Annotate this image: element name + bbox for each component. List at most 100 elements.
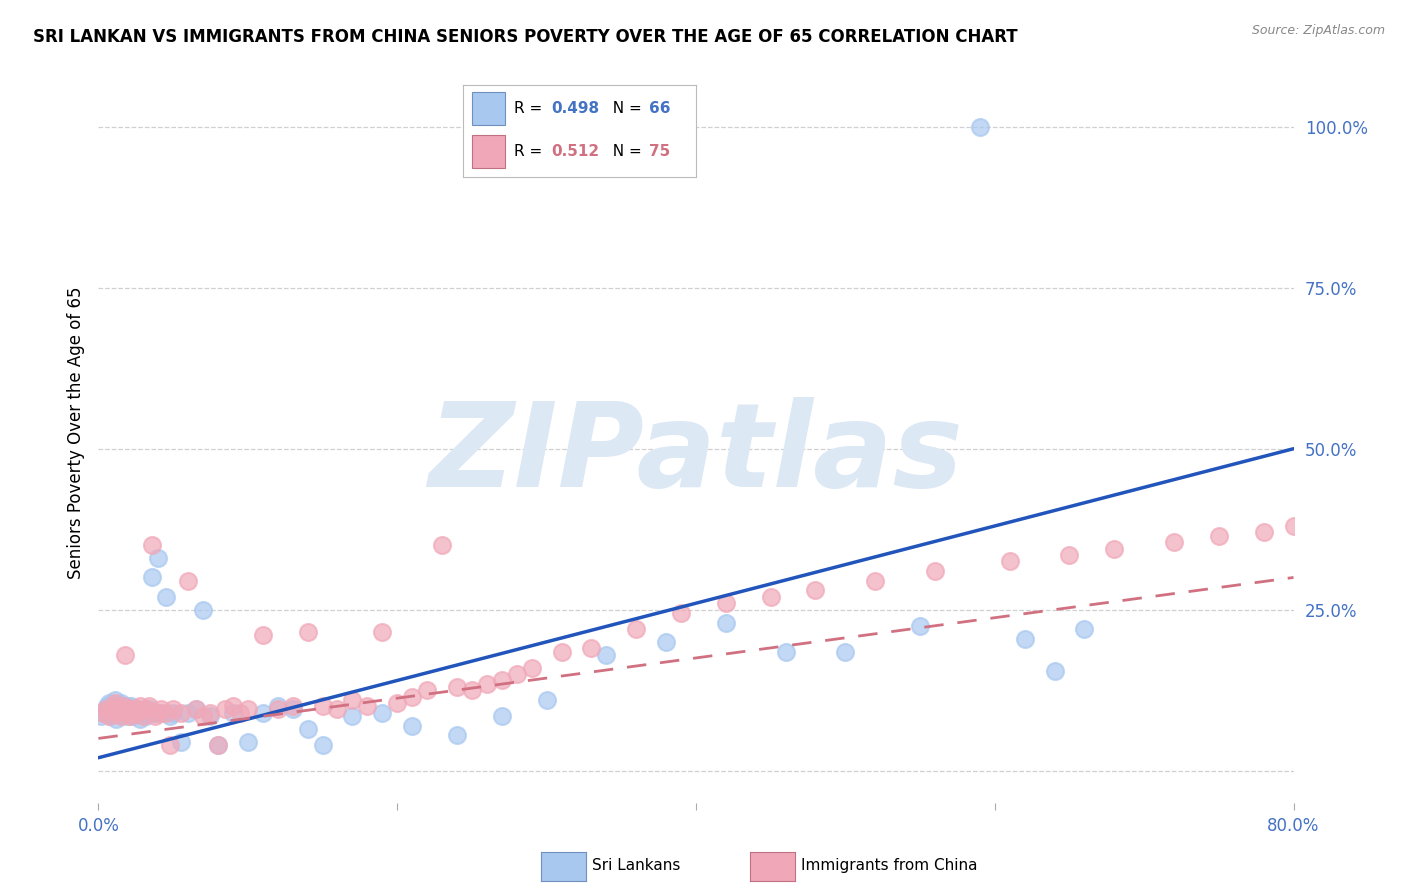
Point [108,702,131,716]
Point [207,738,229,752]
Point [297,722,319,736]
Point [132,706,155,720]
Point [924,564,946,578]
Point [865,574,887,588]
Point [184,702,207,716]
Point [103,699,125,714]
Point [110,696,132,710]
Point [129,699,152,714]
Point [121,702,143,716]
Point [177,706,200,720]
Point [1059,548,1081,562]
Point [267,702,290,716]
Text: SRI LANKAN VS IMMIGRANTS FROM CHINA SENIORS POVERTY OVER THE AGE OF 65 CORRELATI: SRI LANKAN VS IMMIGRANTS FROM CHINA SENI… [32,28,1018,45]
Point [105,706,128,720]
Point [114,648,136,662]
Point [191,602,214,616]
Point [115,699,138,714]
Point [222,706,245,720]
Point [267,699,290,714]
Text: ZIPatlas: ZIPatlas [429,397,963,512]
Point [169,706,191,720]
Point [103,699,125,714]
Point [141,538,163,552]
Point [114,702,136,716]
Point [110,699,132,714]
Point [162,706,184,720]
Point [401,690,423,704]
Point [135,702,157,716]
Point [127,702,149,716]
Point [475,676,498,690]
Point [125,706,148,720]
Point [111,709,134,723]
Point [236,702,259,716]
Point [222,699,245,714]
Point [138,702,160,716]
Point [200,709,222,723]
Point [127,702,149,716]
Point [416,683,439,698]
Point [342,693,364,707]
Point [129,712,152,726]
Point [446,680,468,694]
Point [430,538,453,552]
Point [550,644,572,658]
Text: Source: ZipAtlas.com: Source: ZipAtlas.com [1251,24,1385,37]
Point [112,699,135,714]
Point [506,667,529,681]
Point [461,683,484,698]
Point [969,120,991,134]
Point [214,702,236,716]
Point [162,702,184,716]
Point [155,590,177,604]
Point [281,699,304,714]
Point [97,696,120,710]
Point [169,734,191,748]
Point [595,648,617,662]
Point [148,551,170,566]
Point [297,625,319,640]
Point [536,693,558,707]
Point [326,702,349,716]
Point [1163,535,1185,549]
Point [125,706,148,720]
Point [132,709,155,723]
Point [252,706,274,720]
Point [143,706,166,720]
Point [998,554,1021,568]
Point [655,635,678,649]
Point [90,709,112,723]
Point [356,699,378,714]
Text: Immigrants from China: Immigrants from China [801,858,977,873]
Point [200,706,222,720]
Point [159,709,181,723]
Point [446,728,468,742]
Point [96,699,118,714]
Point [626,622,648,636]
Point [150,706,173,720]
Point [1253,525,1275,540]
Point [104,693,127,707]
Point [112,706,135,720]
Point [311,738,333,752]
Point [191,709,214,723]
Point [104,696,127,710]
Point [775,644,797,658]
Point [138,699,160,714]
Point [98,709,122,723]
Point [1073,622,1095,636]
Point [155,706,177,720]
Point [120,706,142,720]
Point [804,583,827,598]
Point [117,709,139,723]
Y-axis label: Seniors Poverty Over the Age of 65: Seniors Poverty Over the Age of 65 [66,286,84,579]
Point [117,702,139,716]
Point [93,706,115,720]
Point [141,570,163,584]
Point [177,574,200,588]
Point [117,706,139,720]
Point [94,702,117,716]
Point [118,702,141,716]
Point [1043,664,1066,678]
